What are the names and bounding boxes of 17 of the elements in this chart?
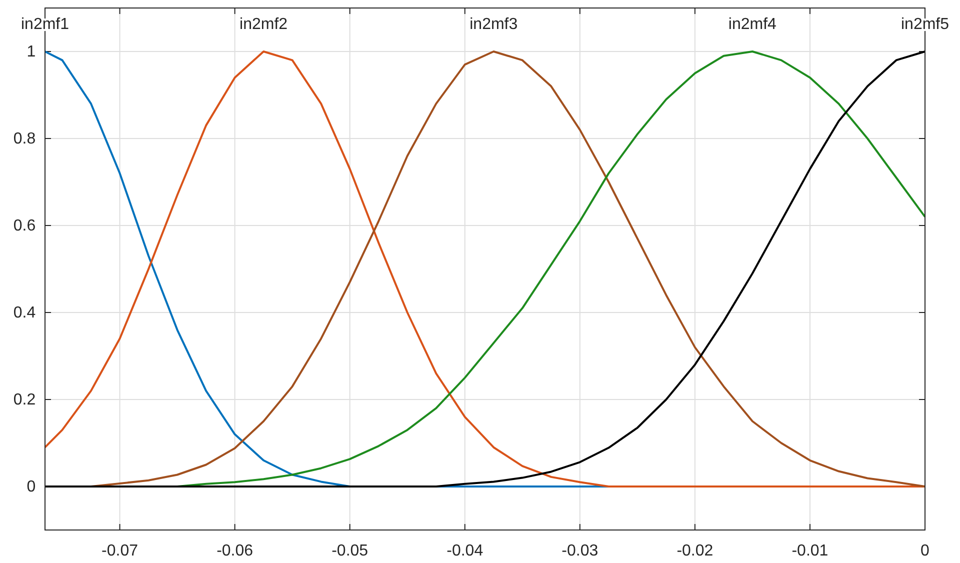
- x-tick-label: -0.02: [676, 542, 714, 560]
- x-tick-label: -0.03: [562, 542, 598, 560]
- annotation: in2mf2: [240, 16, 288, 34]
- annotation: in2mf4: [728, 16, 777, 34]
- y-tick-label: 0.8: [13, 130, 36, 148]
- y-tick-label: 0.6: [13, 218, 36, 235]
- x-tick-label: -0.05: [332, 542, 368, 560]
- annotation: in2mf3: [470, 16, 518, 34]
- x-tick-label: -0.01: [792, 542, 828, 560]
- y-tick-label: 0.2: [13, 392, 36, 409]
- x-tick-label: -0.04: [446, 542, 484, 560]
- y-tick-label: 0.4: [13, 304, 36, 322]
- x-tick-label: 0: [920, 542, 930, 560]
- x-tick-label: -0.06: [216, 542, 254, 560]
- y-tick-label: 1: [26, 44, 36, 61]
- y-tick-label: 0: [26, 478, 36, 496]
- x-tick-label: -0.07: [102, 542, 138, 560]
